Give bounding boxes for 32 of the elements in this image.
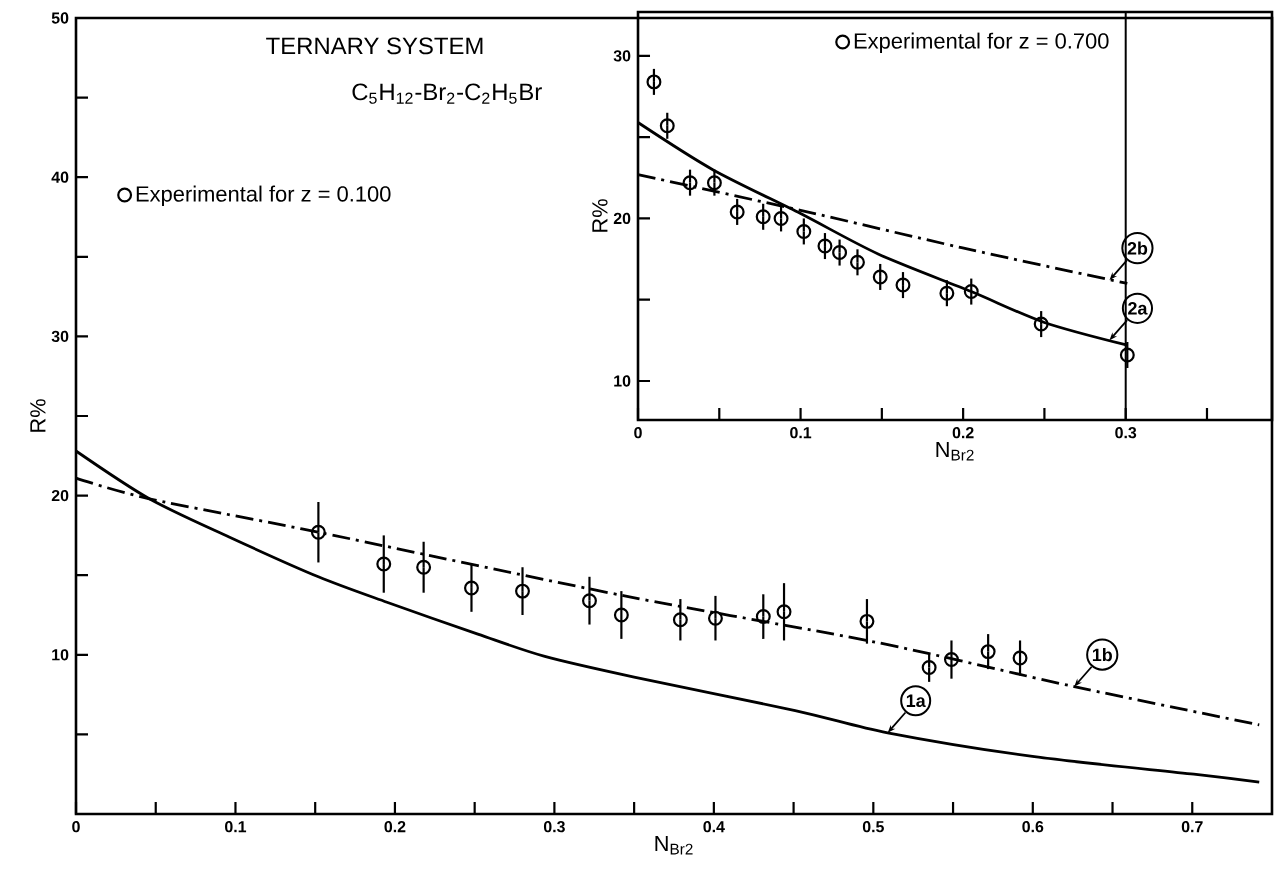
x-tick-label: 0.1: [790, 427, 812, 439]
x-axis-title: N$_{Br2}$: [936, 442, 974, 461]
y-tick-label: 30: [51, 330, 69, 343]
x-tick-label: 0: [72, 821, 80, 833]
y-tick-label: 10: [614, 375, 631, 387]
annotation: 1b: [1092, 648, 1112, 662]
y-axis-title: R%: [592, 199, 608, 232]
y-tick-label: 50: [51, 12, 69, 24]
legend-label: Experimental for z = 0.100: [136, 185, 391, 206]
y-axis-title: R%: [30, 399, 46, 432]
x-tick-label: 0.3: [1115, 427, 1137, 439]
x-tick-label: 0.3: [543, 821, 565, 833]
x-tick-label: 0.4: [703, 821, 725, 833]
text: C$_{5}$H$_{12}$-Br$_{2}$-C$_{2}$H$_{5}$Br: [352, 83, 542, 104]
annotation: 2b: [1127, 241, 1148, 255]
x-tick-label: 0.2: [384, 821, 406, 833]
y-tick-label: 30: [613, 50, 631, 62]
x-tick-label: 0.2: [952, 427, 974, 439]
x-axis-title: N$_{Br2}$: [655, 836, 693, 855]
y-tick-label: 40: [51, 171, 69, 183]
x-tick-label: 0.5: [862, 821, 884, 833]
y-tick-label: 20: [51, 489, 69, 502]
legend-label: Experimental for z = 0.700: [854, 32, 1109, 54]
x-tick-label: 0.7: [1181, 821, 1203, 833]
x-tick-label: 0.6: [1022, 821, 1044, 833]
y-tick-label: 10: [52, 649, 69, 661]
x-tick-label: 0.1: [225, 821, 247, 833]
y-tick-label: 20: [613, 212, 631, 225]
x-tick-label: 0: [634, 427, 642, 439]
text: TERNARY SYSTEM: [266, 37, 483, 55]
annotation: 2a: [1128, 301, 1148, 315]
annotation: 1a: [906, 694, 926, 708]
